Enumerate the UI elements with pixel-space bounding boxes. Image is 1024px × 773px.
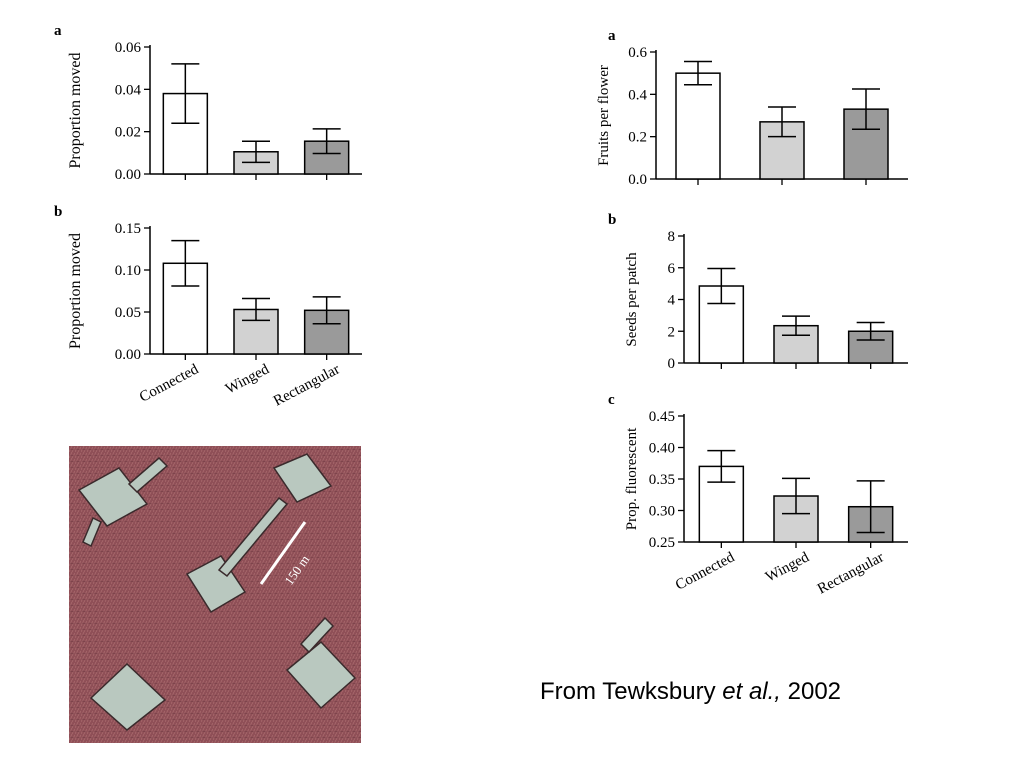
y-axis-label: Fruits per flower [596, 65, 612, 166]
citation-caption: From Tewksbury et al., 2002 [540, 678, 841, 706]
y-tick-label: 0.25 [649, 535, 675, 551]
patch-bottom-left [89, 662, 167, 731]
x-tick-label: Winged [223, 361, 272, 397]
scale-bar [259, 521, 307, 585]
y-tick-label: 0.05 [115, 305, 141, 321]
panel-letter: c [608, 392, 615, 408]
corridor [217, 496, 289, 578]
y-tick-label: 0.4 [628, 87, 647, 103]
patch-top-right [272, 453, 333, 503]
y-tick-label: 6 [668, 261, 676, 277]
chart-panel-0: 0.00 0.02 0.04 0.06 a Proportion moved [54, 23, 362, 183]
citation-prefix: From Tewksbury [540, 678, 723, 705]
chart-panel-1: 0.00 0.05 0.10 0.15 b Proportion moved Connect… [54, 204, 362, 410]
y-axis-label: Prop. fluorescent [624, 427, 640, 530]
citation-year: 2002 [780, 678, 842, 705]
y-tick-label: 2 [668, 324, 676, 340]
x-tick-label: Rectangular [815, 549, 886, 597]
chart-panel-4: 0.25 0.30 0.35 0.40 0.45 c Prop. fluorescent Co… [608, 392, 908, 598]
x-tick-label: Rectangular [271, 361, 342, 409]
chart-panel-2: 0.0 0.2 0.4 0.6 a Fruits per flower [596, 28, 908, 188]
y-tick-label: 0.15 [115, 221, 141, 237]
x-tick-label: Winged [763, 549, 812, 585]
y-tick-label: 0.2 [628, 130, 647, 146]
panel-letter: b [608, 212, 616, 228]
habitat-patches [77, 453, 357, 731]
aerial-photo-image: 150 m [69, 446, 361, 743]
bar [675, 72, 721, 180]
aerial-photo: 150 m [69, 446, 361, 743]
y-tick-label: 0.10 [115, 263, 141, 279]
y-tick-label: 0.45 [649, 409, 675, 425]
citation-et-al: et al., [722, 678, 781, 705]
chart-panel-3: 0 2 4 6 8 b Seeds per patch [608, 212, 908, 372]
patch-middle [185, 555, 247, 614]
panel-letter: a [54, 23, 62, 39]
y-tick-label: 0.6 [628, 45, 647, 61]
patch-top-left-spur [127, 456, 169, 494]
x-tick-label: Connected [137, 361, 202, 405]
y-tick-label: 8 [668, 229, 676, 245]
y-tick-label: 0.04 [115, 82, 142, 98]
y-tick-label: 0.06 [115, 40, 142, 56]
x-tick-label: Connected [673, 549, 738, 593]
y-tick-label: 4 [668, 293, 676, 309]
y-tick-label: 0.35 [649, 472, 675, 488]
y-tick-label: 0.00 [115, 167, 141, 183]
y-tick-label: 0.00 [115, 347, 141, 363]
y-tick-label: 0.30 [649, 504, 675, 520]
y-tick-label: 0.02 [115, 125, 141, 141]
bar [759, 121, 805, 180]
y-tick-label: 0 [668, 356, 676, 372]
y-axis-label: Proportion moved [67, 233, 84, 349]
patch-bottom-right-spur [299, 616, 335, 654]
y-axis-label: Proportion moved [67, 53, 84, 169]
patch-top-left-spur-lower [82, 516, 102, 548]
panel-letter: b [54, 204, 62, 220]
y-axis-label: Seeds per patch [624, 252, 640, 347]
y-tick-label: 0.40 [649, 441, 675, 457]
panel-letter: a [608, 28, 616, 44]
y-tick-label: 0.0 [628, 172, 647, 188]
